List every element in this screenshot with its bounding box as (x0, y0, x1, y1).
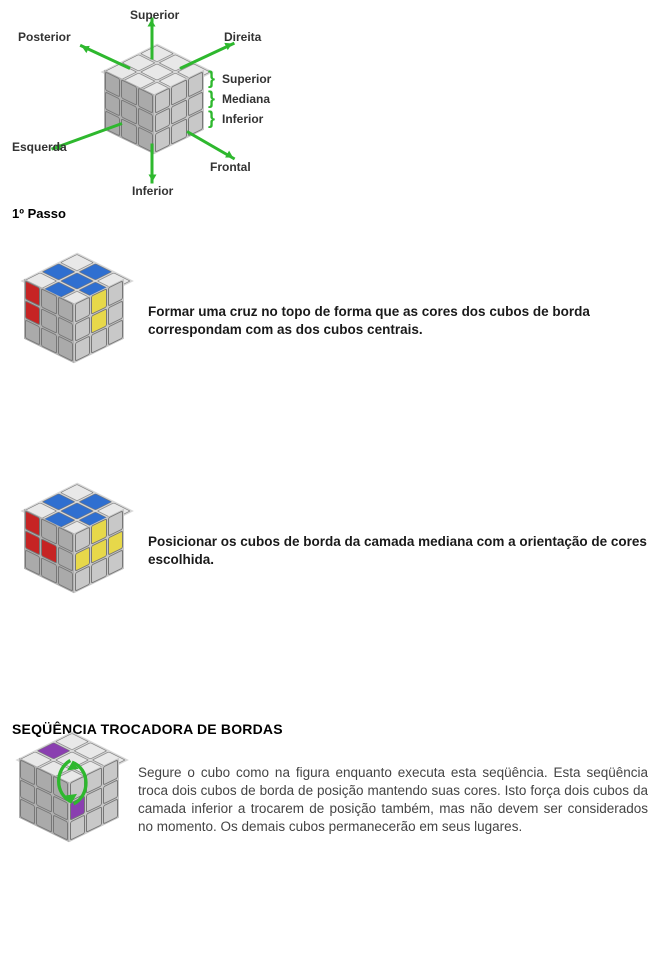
reference-cube (107, 62, 197, 152)
sequence-row: Segure o cubo como na figura enquanto ex… (12, 745, 648, 855)
layer-label-inferior: Inferior (222, 112, 263, 126)
step-mid-edges-text: Posicionar os cubos de borda da camada m… (148, 533, 648, 569)
axis-diagram-canvas: Posterior Superior Direita Esquerda Fron… (12, 12, 292, 202)
arrow-posterior (80, 44, 131, 70)
arrow-inferior (151, 144, 154, 184)
sequence-heading: SEQÜÊNCIA TROCADORA DE BORDAS (12, 721, 648, 737)
axis-diagram: Posterior Superior Direita Esquerda Fron… (12, 12, 648, 221)
label-inferior: Inferior (132, 184, 173, 198)
layer-label-superior: Superior (222, 72, 271, 86)
sequence-section: SEQÜÊNCIA TROCADORA DE BORDAS Segure o c… (12, 721, 648, 855)
sequence-cube (12, 745, 122, 855)
label-posterior: Posterior (18, 30, 71, 44)
label-superior: Superior (130, 8, 179, 22)
step-cross-cube (12, 261, 132, 381)
arrow-superior (151, 18, 154, 60)
layer-label-mediana: Mediana (222, 92, 270, 106)
step-mid-edges-cube (12, 491, 132, 611)
brace-mediana: } (208, 88, 215, 109)
brace-superior: } (208, 68, 215, 89)
step-cross-text: Formar uma cruz no topo de forma que as … (148, 303, 648, 339)
brace-inferior: } (208, 108, 215, 129)
step-cross: Formar uma cruz no topo de forma que as … (12, 261, 648, 381)
step-mid-edges: Posicionar os cubos de borda da camada m… (12, 491, 648, 611)
arrow-direita (179, 42, 235, 70)
label-direita: Direita (224, 30, 261, 44)
step-heading: 1º Passo (12, 206, 648, 221)
sequence-text: Segure o cubo como na figura enquanto ex… (138, 764, 648, 837)
label-esquerda: Esquerda (12, 140, 67, 154)
label-frontal: Frontal (210, 160, 251, 174)
